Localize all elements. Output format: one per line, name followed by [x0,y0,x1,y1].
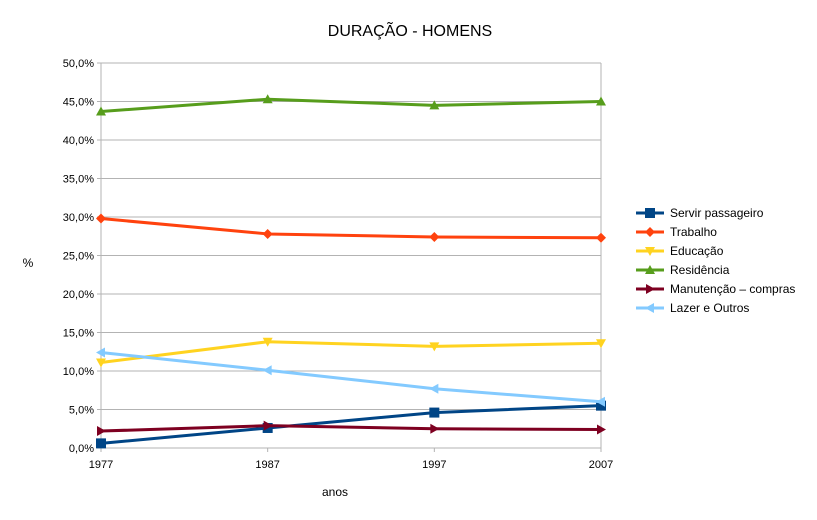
legend-label: Educação [670,244,724,258]
series-line [100,217,602,240]
x-tick-label: 1977 [89,459,113,471]
data-point [96,213,106,224]
y-tick-label: 40,0% [63,135,94,147]
series-lines [96,94,606,449]
y-tick-labels: 0,0% 5,0% 10,0% 15,0% 20,0% 25,0% 30,0% 35,0% 40… [63,58,94,455]
legend-label: Residência [670,263,730,277]
data-point [596,339,606,349]
y-tick-label: 35,0% [63,174,94,186]
series-line [100,404,602,445]
y-axis-label: % [23,256,34,270]
data-point [262,228,273,239]
legend-item: Residência [636,263,730,277]
data-point [429,232,440,243]
data-point [429,383,439,394]
data-point [430,423,440,434]
x-tick-labels: 1977 1987 1997 2007 [89,459,613,471]
y-tick-label: 15,0% [63,328,94,340]
data-point [262,365,272,376]
legend: Servir passageiro Trabalho Educação Residên… [636,206,795,315]
y-tick-label: 30,0% [63,212,94,224]
series-line [100,351,602,404]
data-point [262,337,273,347]
y-tick-label: 10,0% [63,366,94,378]
series-line [100,424,602,433]
y-tick-label: 25,0% [63,251,94,263]
series-lazer-e-outros [96,347,605,407]
data-point [429,342,440,352]
series-residencia [96,94,606,116]
data-point [96,358,106,368]
legend-item: Manutenção – compras [636,282,795,296]
axes [97,62,602,452]
legend-label: Trabalho [670,225,717,239]
y-tick-label: 45,0% [63,97,94,109]
data-point [596,232,606,243]
series-servir-passageiro [96,400,606,449]
data-point [262,94,273,104]
legend-marker [646,284,655,294]
series-line [100,97,602,114]
legend-marker [645,265,655,274]
series-trabalho [96,213,606,243]
y-tick-label: 50,0% [63,58,94,70]
legend-label: Lazer e Outros [670,301,749,315]
y-tick-label: 20,0% [63,289,94,301]
legend-item: Educação [636,244,724,258]
series-line [100,340,602,365]
data-point [97,426,106,437]
data-point [429,100,440,110]
legend-marker [645,208,655,218]
legend-marker [645,303,654,313]
x-axis-label: anos [322,485,348,499]
x-tick-label: 1987 [255,459,279,471]
x-tick-label: 1997 [422,459,446,471]
legend-item: Servir passageiro [636,206,764,220]
y-tick-label: 0,0% [69,443,94,455]
data-point [596,96,606,106]
chart-title: DURAÇÃO - HOMENS [328,20,492,40]
y-tick-label: 5,0% [69,405,94,417]
grid-lines [101,62,601,449]
legend-label: Servir passageiro [670,206,764,220]
data-point [96,347,105,358]
data-point [263,420,273,431]
data-point [429,407,440,418]
legend-item: Lazer e Outros [636,301,749,315]
data-point [597,424,606,435]
data-point [596,396,605,407]
legend-marker [645,227,655,237]
data-point [96,106,106,116]
x-tick-label: 2007 [589,459,613,471]
legend-marker [645,247,655,256]
data-point [96,438,106,449]
series-educacao [96,337,606,368]
legend-item: Trabalho [636,225,717,239]
legend-label: Manutenção – compras [670,282,795,296]
series-manutencao-compras [97,420,606,437]
